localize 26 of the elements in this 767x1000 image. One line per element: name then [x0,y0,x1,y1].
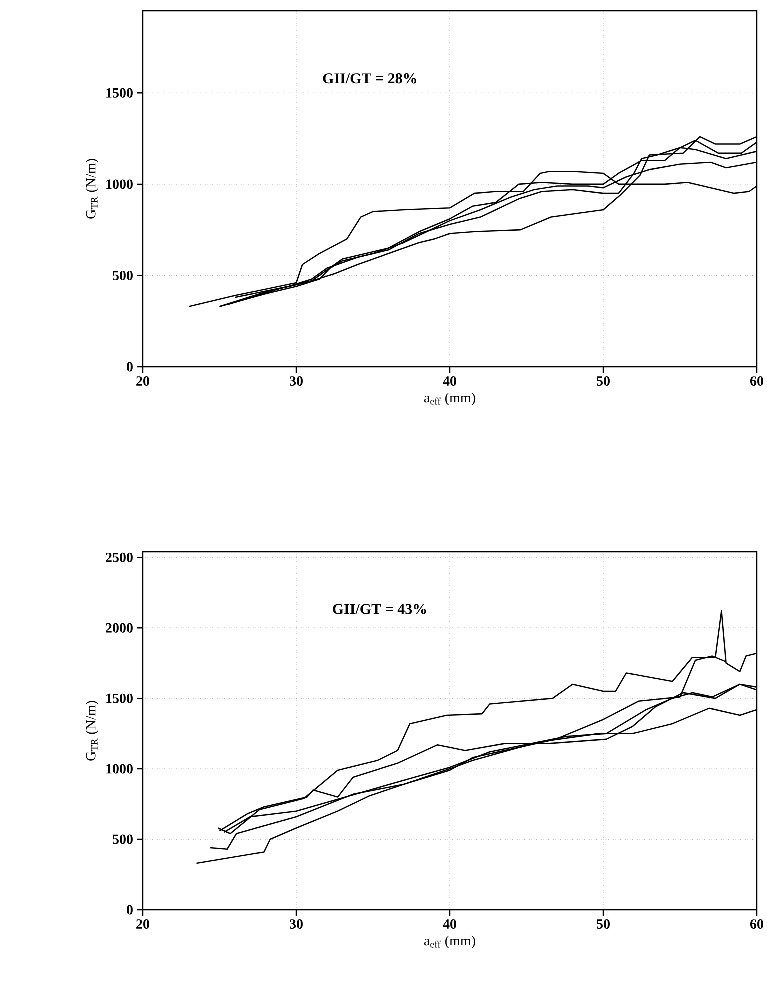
x-tick-label: 20 [136,920,150,929]
y-tick-label: 1000 [106,180,133,190]
y-tick-label: 1000 [106,764,133,774]
x-axis-title: a$_{eff}$ (mm) [424,392,476,406]
y-tick-label: 2000 [106,623,133,633]
x-tick-label: 20 [136,376,150,386]
y-tick-label: 500 [112,270,133,280]
y-tick-label: 1500 [106,88,133,98]
y-tick-label: 2500 [106,552,133,562]
annotation: GII/GT = 28% [323,74,416,84]
annotation: GII/GT = 43% [332,604,426,614]
x-tick-label: 40 [443,920,456,929]
x-axis-title: a$_{eff}$ (mm) [424,936,476,949]
x-tick-label: 50 [596,920,610,929]
y-tick-label: 500 [112,834,133,844]
y-tick-label: 0 [126,905,133,915]
x-tick-label: 60 [750,376,764,386]
y-tick-label: 1500 [106,694,133,704]
x-tick-label: 50 [596,376,610,386]
x-tick-label: 40 [443,376,456,386]
y-tick-label: 0 [126,362,133,372]
x-tick-label: 60 [750,920,764,929]
y-axis-title: G$_{TR}$ (N/m) [86,159,98,219]
y-axis-title: G$_{TR}$ (N/m) [86,701,98,761]
x-tick-label: 30 [290,920,303,929]
x-tick-label: 30 [290,376,303,386]
